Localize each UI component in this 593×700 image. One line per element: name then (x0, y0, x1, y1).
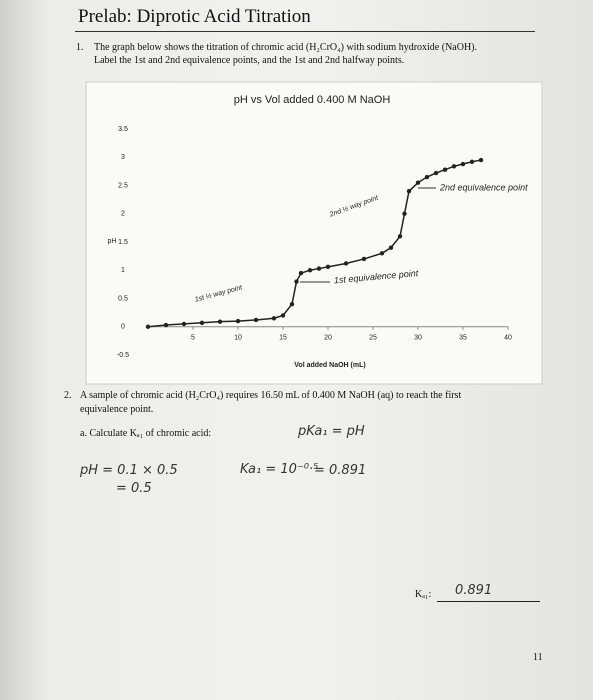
x-tick-label: 15 (279, 335, 287, 342)
data-point (294, 279, 299, 284)
q-text: The graph below shows the titration of c… (94, 42, 477, 53)
data-point (469, 159, 475, 164)
annotation: 2nd equivalence point (439, 182, 528, 192)
handwriting: = 0.891 (314, 463, 367, 478)
y-tick-label: 0.5 (118, 295, 128, 302)
y-tick-label: 1.5 (118, 239, 128, 246)
x-tick-label: 40 (504, 335, 512, 342)
data-point (406, 188, 412, 194)
data-point (280, 313, 286, 318)
data-point (181, 321, 187, 327)
answer-line (437, 601, 540, 602)
data-point (460, 161, 466, 167)
handwriting: = 0.5 (116, 481, 152, 496)
page-number: 11 (533, 652, 543, 663)
data-point (424, 174, 430, 180)
x-tick-label: 10 (234, 335, 242, 342)
y-tick-label: 3.5 (118, 126, 128, 133)
handwriting: pKa₁ = pH (298, 424, 365, 439)
data-point (316, 266, 322, 271)
data-point (478, 157, 484, 163)
x-tick-label: 30 (414, 335, 422, 342)
q-number: 1. (76, 42, 84, 53)
data-point (199, 320, 205, 325)
title: Prelab: Diprotic Acid Titration (78, 6, 311, 27)
x-tick-label: 5 (191, 335, 195, 342)
handwriting: Ka₁ = 10⁻⁰·⁵ (240, 462, 319, 477)
x-tick-label: 25 (369, 335, 377, 342)
y-tick-label: -0.5 (117, 352, 129, 359)
x-axis-label: Vol added NaOH (mL) (294, 362, 365, 369)
q-number: 2. (64, 390, 72, 401)
title-rule (75, 31, 535, 32)
data-point (388, 245, 394, 250)
data-point (307, 268, 313, 273)
data-point (397, 234, 403, 239)
data-point (325, 264, 331, 270)
data-point (451, 164, 457, 169)
data-point (415, 180, 421, 185)
data-point (253, 317, 259, 323)
data-point (402, 211, 407, 216)
data-point (442, 167, 448, 172)
chart-title: pH vs Vol added 0.400 M NaOH (234, 94, 391, 106)
chart-frame (85, 81, 543, 385)
data-point (343, 261, 349, 266)
data-point (145, 324, 151, 329)
q-part: a. Calculate Kₐ₁ of chromic acid: (80, 428, 212, 439)
q-text: equivalence point. (80, 404, 154, 415)
x-tick-label: 35 (459, 335, 467, 342)
data-point (217, 319, 223, 324)
data-point (289, 301, 295, 307)
handwriting: pH = 0.1 × 0.5 (80, 463, 178, 478)
q-text: Label the 1st and 2nd equivalence points… (94, 55, 405, 66)
y-tick-label: 3 (121, 154, 125, 161)
data-point (298, 270, 304, 276)
q-text: A sample of chromic acid (H₂CrO₄) requir… (80, 390, 462, 401)
data-point (361, 256, 367, 262)
data-point (235, 318, 241, 324)
data-point (163, 322, 169, 328)
x-tick-label: 20 (324, 335, 332, 342)
data-point (271, 316, 277, 321)
y-tick-label: 2 (121, 211, 125, 218)
chart: pH vs Vol added 0.400 M NaOH pH Vol adde… (85, 81, 543, 385)
answer-label: Kₐ₁: (415, 589, 432, 600)
data-point (433, 170, 439, 176)
y-tick-label: 0 (121, 324, 125, 331)
answer: 0.891 (455, 583, 493, 598)
y-axis-label: pH (108, 238, 117, 245)
y-tick-label: 2.5 (118, 182, 128, 189)
data-point (379, 251, 385, 256)
y-tick-label: 1 (121, 267, 125, 274)
